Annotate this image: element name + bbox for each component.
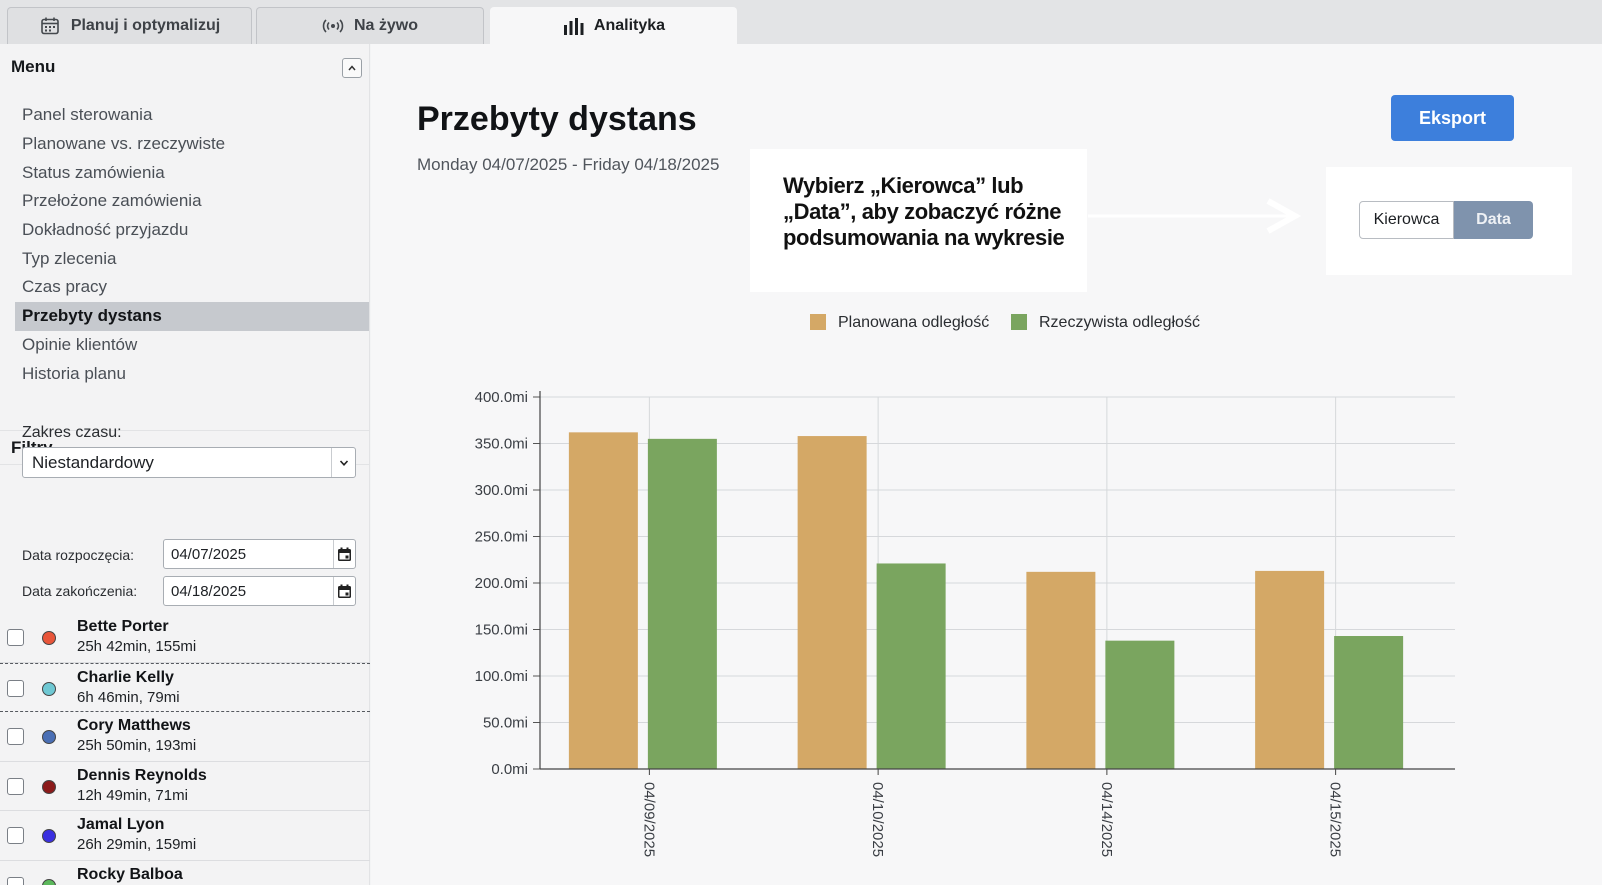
tab-analytics-label: Analityka xyxy=(593,17,666,34)
broadcast-icon xyxy=(322,15,344,37)
y-tick-label: 400.0mi xyxy=(475,389,528,406)
driver-row[interactable]: Rocky Balboa xyxy=(0,861,370,885)
time-range-value: Niestandardowy xyxy=(32,452,154,472)
driver-name: Rocky Balboa xyxy=(77,865,183,883)
driver-checkbox[interactable] xyxy=(7,629,24,646)
tab-live-label: Na żywo xyxy=(353,17,418,34)
driver-row[interactable]: Charlie Kelly 6h 46min, 79mi xyxy=(0,662,370,712)
driver-row[interactable]: Bette Porter 25h 42min, 155mi xyxy=(0,613,370,663)
chevron-down-icon xyxy=(331,448,355,477)
start-date-input[interactable]: 04/07/2025 xyxy=(163,539,356,569)
driver-checkbox[interactable] xyxy=(7,728,24,745)
driver-color-dot xyxy=(42,631,56,645)
bar-chart-icon xyxy=(562,15,584,37)
menu-title: Menu xyxy=(11,57,56,76)
driver-row[interactable]: Dennis Reynolds 12h 49min, 71mi xyxy=(0,762,370,811)
legend-label: Planowana odległość xyxy=(838,314,989,331)
driver-list: Bette Porter 25h 42min, 155mi Charlie Ke… xyxy=(0,613,370,885)
y-tick-label: 100.0mi xyxy=(475,668,528,685)
toggle-date-button[interactable]: Data xyxy=(1454,201,1533,239)
calendar-picker-icon[interactable] xyxy=(333,577,355,605)
toggle-driver-button[interactable]: Kierowca xyxy=(1359,201,1454,239)
y-tick-label: 150.0mi xyxy=(475,622,528,639)
driver-color-dot xyxy=(42,681,56,696)
bar-planned xyxy=(568,432,638,769)
bar-planned xyxy=(1026,571,1096,769)
menu-item-plan-history[interactable]: Historia planu xyxy=(22,363,126,383)
hint-callout: Wybierz „Kierowca” lub „Data”, aby zobac… xyxy=(750,149,1087,292)
driver-color-dot xyxy=(42,779,56,794)
hint-text: Wybierz „Kierowca” lub „Data”, aby zobac… xyxy=(783,173,1065,250)
driver-summary: 26h 29min, 159mi xyxy=(77,836,197,853)
menu-item-work-time[interactable]: Czas pracy xyxy=(22,277,108,297)
menu-item-distance[interactable]: Przebyty dystans xyxy=(15,301,369,331)
time-range-select[interactable]: Niestandardowy xyxy=(22,447,356,478)
bar-actual xyxy=(647,438,717,769)
tab-bar: Planuj i optymalizuj Na żywo Analityka xyxy=(0,0,1602,44)
menu-item-order-status[interactable]: Status zamówienia xyxy=(22,162,165,182)
end-date-label: Data zakończenia: xyxy=(22,583,138,599)
legend-swatch xyxy=(1011,314,1027,330)
y-tick-label: 350.0mi xyxy=(475,436,528,453)
collapse-menu-button[interactable] xyxy=(342,58,362,78)
x-tick-label: 04/10/2025 xyxy=(869,782,886,857)
calendar-picker-icon[interactable] xyxy=(333,540,355,568)
driver-color-dot xyxy=(42,730,56,744)
x-tick-label: 04/09/2025 xyxy=(640,782,657,857)
menu-item-customer-reviews[interactable]: Opinie klientów xyxy=(22,334,138,354)
legend-label: Rzeczywista odległość xyxy=(1039,314,1200,331)
menu-item-panel[interactable]: Panel sterowania xyxy=(22,105,153,125)
calendar-icon xyxy=(39,15,61,37)
driver-checkbox[interactable] xyxy=(7,777,24,795)
menu-item-planned-vs-actual[interactable]: Planowane vs. rzeczywiste xyxy=(22,134,226,154)
driver-name: Dennis Reynolds xyxy=(77,766,207,784)
driver-name: Cory Matthews xyxy=(77,717,191,734)
bar-actual xyxy=(876,563,946,769)
start-date-label: Data rozpoczęcia: xyxy=(22,547,135,563)
start-date-value: 04/07/2025 xyxy=(171,545,247,563)
bar-planned xyxy=(1255,570,1325,769)
menu-item-rescheduled-orders[interactable]: Przełożone zamówienia xyxy=(22,191,202,211)
driver-name: Bette Porter xyxy=(77,618,169,635)
driver-checkbox[interactable] xyxy=(7,679,24,697)
menu-item-arrival-accuracy[interactable]: Dokładność przyjazdu xyxy=(22,220,189,240)
chevron-up-icon xyxy=(348,65,356,71)
driver-summary: 25h 50min, 193mi xyxy=(77,737,197,754)
tab-analytics[interactable]: Analityka xyxy=(490,7,737,44)
driver-checkbox[interactable] xyxy=(7,876,24,885)
y-tick-label: 200.0mi xyxy=(475,575,528,592)
legend-swatch xyxy=(810,314,826,330)
menu-list: Panel sterowania Planowane vs. rzeczywis… xyxy=(15,101,369,388)
tab-plan[interactable]: Planuj i optymalizuj xyxy=(7,7,252,44)
y-tick-label: 300.0mi xyxy=(475,482,528,499)
end-date-input[interactable]: 04/18/2025 xyxy=(163,576,356,606)
driver-name: Charlie Kelly xyxy=(77,668,174,686)
tab-live[interactable]: Na żywo xyxy=(256,7,484,44)
y-tick-label: 0.0mi xyxy=(491,761,528,778)
time-range-label: Zakres czasu: xyxy=(22,424,122,441)
driver-checkbox[interactable] xyxy=(7,827,24,844)
driver-summary: 12h 49min, 71mi xyxy=(77,786,188,804)
driver-summary: 6h 46min, 79mi xyxy=(77,688,180,706)
menu-item-order-type[interactable]: Typ zlecenia xyxy=(22,248,117,268)
end-date-value: 04/18/2025 xyxy=(171,582,247,600)
page-title: Przebyty dystans xyxy=(417,100,697,138)
driver-row[interactable]: Jamal Lyon 26h 29min, 159mi xyxy=(0,811,370,861)
y-tick-label: 250.0mi xyxy=(475,529,528,546)
bar-actual xyxy=(1105,640,1175,769)
driver-color-dot xyxy=(42,829,56,843)
bar-planned xyxy=(797,436,867,769)
tab-plan-label: Planuj i optymalizuj xyxy=(70,17,221,34)
bar-actual xyxy=(1334,636,1404,769)
export-button[interactable]: Eksport xyxy=(1391,95,1514,141)
driver-summary: 25h 42min, 155mi xyxy=(77,638,197,655)
driver-name: Jamal Lyon xyxy=(77,816,165,833)
x-tick-label: 04/15/2025 xyxy=(1327,782,1344,857)
driver-row[interactable]: Cory Matthews 25h 50min, 193mi xyxy=(0,712,370,762)
y-tick-label: 50.0mi xyxy=(483,715,528,732)
x-tick-label: 04/14/2025 xyxy=(1098,782,1115,857)
date-range-text: Monday 04/07/2025 - Friday 04/18/2025 xyxy=(417,155,720,174)
